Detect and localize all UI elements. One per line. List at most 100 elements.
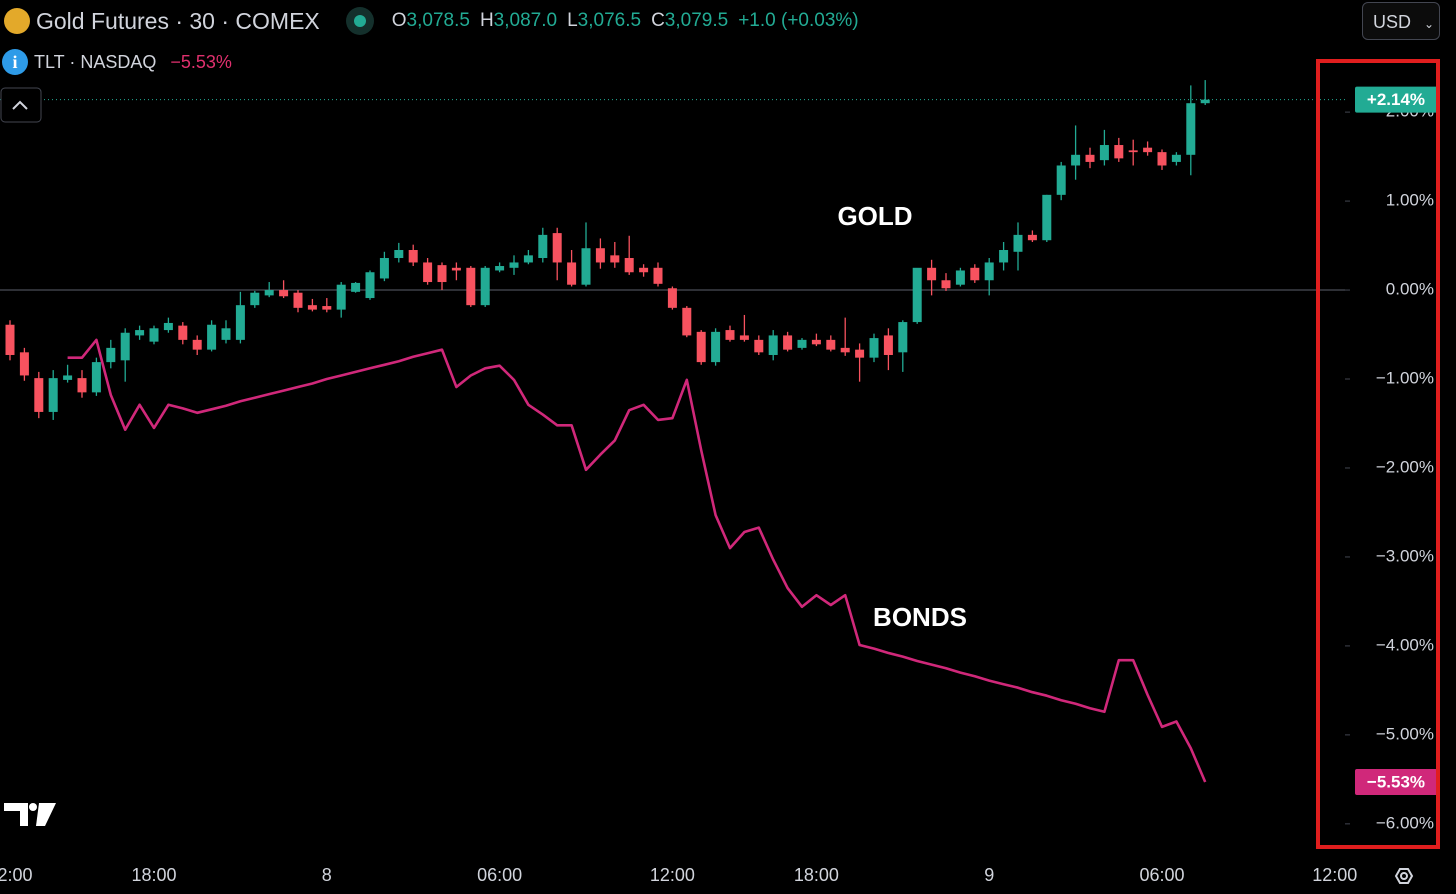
candle-body xyxy=(394,250,404,259)
candle-body xyxy=(149,328,159,342)
time-scale-panel xyxy=(0,856,1456,894)
candle-body xyxy=(1186,103,1196,155)
candle-body xyxy=(178,325,188,340)
candle-body xyxy=(783,335,793,350)
candle-body xyxy=(1099,145,1109,161)
candle-body xyxy=(1071,154,1081,166)
price-badge xyxy=(1355,769,1438,796)
candle-body xyxy=(91,362,101,393)
ohlc-value: 3,078.5 xyxy=(406,10,470,31)
settings-button[interactable] xyxy=(1394,868,1414,884)
candle-body xyxy=(826,339,836,350)
candle-body xyxy=(955,270,965,285)
candle-body xyxy=(48,378,58,412)
x-tick-label: 8 xyxy=(322,865,332,885)
x-tick-label: 12:00 xyxy=(0,865,33,885)
candle-body xyxy=(264,290,274,296)
candle-body xyxy=(379,258,389,279)
y-tick-label: −3.00% xyxy=(1376,546,1434,565)
candle-body xyxy=(279,290,289,297)
candle-body xyxy=(19,352,29,376)
candle-body xyxy=(898,322,908,353)
candle-body xyxy=(682,307,692,336)
ohlc-value: 3,079.5 xyxy=(664,10,729,31)
candle-body xyxy=(135,330,145,336)
candle-body xyxy=(423,262,433,283)
candle-body xyxy=(1128,150,1138,153)
candle-body xyxy=(451,267,461,271)
status-dot xyxy=(345,7,374,35)
candle-body xyxy=(624,258,634,273)
candle-body xyxy=(999,250,1009,263)
x-tick-label: 12:00 xyxy=(1312,865,1357,885)
candle-body xyxy=(768,335,778,355)
candle-body xyxy=(495,266,505,271)
logo xyxy=(4,803,56,826)
candle-body xyxy=(595,248,605,263)
candle-body xyxy=(120,332,130,361)
y-tick-label: 1.00% xyxy=(1386,191,1434,210)
currency-button[interactable]: USD ⌄ xyxy=(1362,2,1440,40)
x-tick-label: 18:00 xyxy=(131,865,176,885)
ohlc-key: L xyxy=(567,10,578,31)
info-icon[interactable]: i xyxy=(2,49,28,75)
collapse-button[interactable] xyxy=(0,87,42,123)
main-legend: Gold Futures · 30 · COMEX O3,078.5 H3,08… xyxy=(4,4,859,38)
candle-body xyxy=(667,288,677,308)
ohlc-key: O xyxy=(391,10,407,31)
candle-body xyxy=(912,267,922,323)
candle-body xyxy=(711,331,721,363)
plot-area xyxy=(0,80,1345,783)
y-tick-label: −2.00% xyxy=(1376,457,1434,476)
candle-body xyxy=(725,330,735,340)
change: +1.0 (+0.03%) xyxy=(738,10,859,31)
ohlc-item: L3,076.5 xyxy=(567,10,641,32)
line-series xyxy=(67,338,1207,783)
candle-body xyxy=(811,339,821,345)
annotation: BONDS xyxy=(873,602,967,632)
candle-body xyxy=(970,267,980,281)
candle-body xyxy=(1085,154,1095,162)
ohlc-value: 3,076.5 xyxy=(577,10,642,31)
candle-body xyxy=(869,338,879,358)
x-tick-label: 9 xyxy=(984,865,994,885)
candle-body xyxy=(581,248,591,285)
x-tick-label: 12:00 xyxy=(650,865,695,885)
axes: 2.00%1.00%0.00%−1.00%−2.00%−3.00%−4.00%−… xyxy=(0,86,1438,885)
candle-body xyxy=(1143,147,1153,153)
candle-body xyxy=(552,233,562,263)
candle-body xyxy=(106,347,116,363)
x-tick-label: 06:00 xyxy=(477,865,522,885)
ohlc-key: C xyxy=(651,10,665,31)
ohlc-item: O3,078.5 xyxy=(392,10,470,32)
candle-body xyxy=(1013,234,1023,252)
candle-body xyxy=(883,335,893,355)
ohlc-key: H xyxy=(479,10,494,31)
price-badge-label: −5.53% xyxy=(1367,773,1425,792)
price-badge-label: +2.14% xyxy=(1367,90,1425,109)
candle-body xyxy=(538,234,548,259)
symbol-icon xyxy=(4,8,30,34)
candle-body xyxy=(5,324,15,355)
candle-body xyxy=(437,265,447,283)
candle-body xyxy=(192,339,202,350)
candle-body xyxy=(207,324,217,350)
compare-legend: i TLT · NASDAQ −5.53% xyxy=(2,48,232,76)
candle-body xyxy=(653,267,663,284)
candle-body xyxy=(523,255,533,263)
compare-symbol: TLT · NASDAQ xyxy=(34,51,157,72)
candle-body xyxy=(221,328,231,340)
candle-body xyxy=(293,292,303,308)
candle-body xyxy=(639,267,649,273)
candle-body xyxy=(696,331,706,363)
highlight-box xyxy=(1316,59,1440,849)
candle-body xyxy=(408,250,418,263)
compare-change: −5.53% xyxy=(170,51,232,72)
candle-body xyxy=(1171,154,1181,162)
candle-body xyxy=(567,262,577,285)
candle-body xyxy=(307,305,317,310)
candle-body xyxy=(351,282,361,292)
candle-body xyxy=(754,339,764,353)
